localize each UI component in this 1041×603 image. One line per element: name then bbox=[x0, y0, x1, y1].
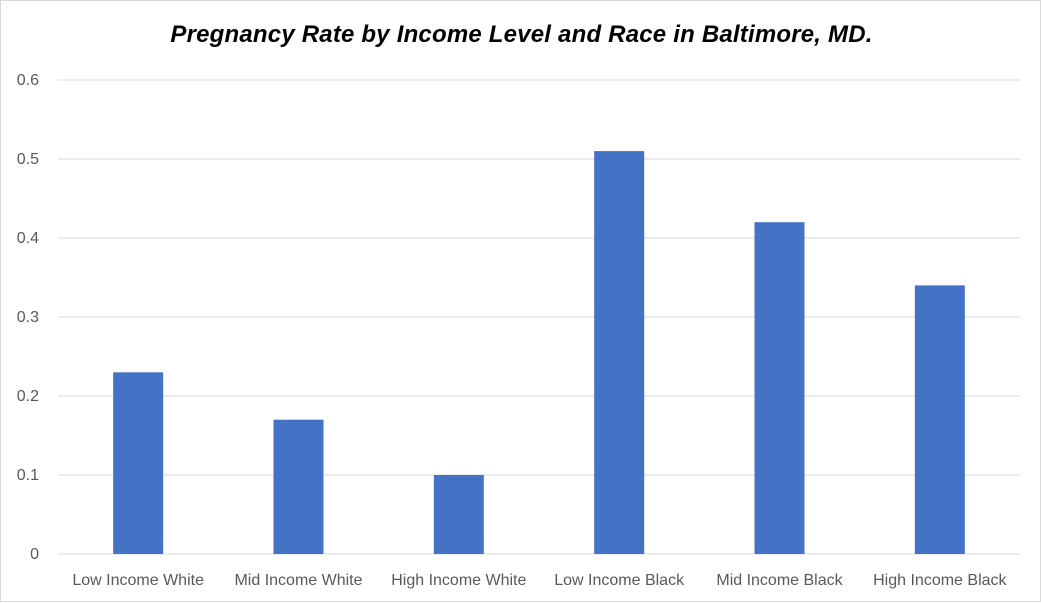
y-tick-label: 0.5 bbox=[17, 151, 39, 168]
x-category-label: Mid Income White bbox=[234, 572, 362, 589]
y-tick-label: 0.2 bbox=[17, 388, 39, 405]
bar bbox=[914, 285, 965, 554]
bar bbox=[273, 419, 324, 554]
y-tick-label: 0.6 bbox=[17, 72, 39, 89]
chart-title: Pregnancy Rate by Income Level and Race … bbox=[170, 21, 873, 48]
y-tick-label: 0 bbox=[30, 546, 39, 563]
y-tick-label: 0.1 bbox=[17, 467, 39, 484]
x-category-label: High Income White bbox=[391, 572, 526, 589]
bar bbox=[754, 222, 805, 554]
bar bbox=[433, 475, 484, 554]
x-category-label: Mid Income Black bbox=[716, 572, 843, 589]
y-tick-label: 0.4 bbox=[17, 230, 39, 247]
x-category-label: Low Income White bbox=[72, 572, 204, 589]
x-category-label: Low Income Black bbox=[554, 572, 685, 589]
y-tick-label: 0.3 bbox=[17, 309, 39, 326]
bar bbox=[594, 151, 645, 554]
bar bbox=[113, 372, 164, 554]
x-category-label: High Income Black bbox=[873, 572, 1007, 589]
